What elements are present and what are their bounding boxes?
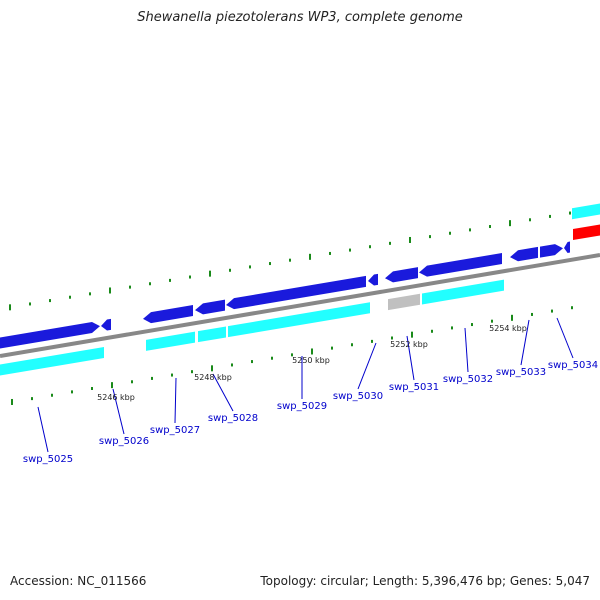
leader-line [112,388,125,435]
leader-line [406,335,415,381]
gene-label-swp_5029[interactable]: swp_5029 [277,401,327,412]
cds-block [573,224,600,241]
gene-label-swp_5033[interactable]: swp_5033 [496,367,546,378]
leader-line [520,319,530,366]
gene-arrow [385,267,418,283]
gene-arrow [419,252,502,277]
map-title: Shewanella piezotolerans WP3, complete g… [137,10,463,25]
cds-block [146,331,195,351]
leader-line [556,317,574,359]
gene-arrow [0,322,100,349]
cds-block [228,302,370,338]
gene-label-swp_5025[interactable]: swp_5025 [23,454,73,465]
genome-summary-text: Topology: circular; Length: 5,396,476 bp… [260,574,590,588]
cds-block [0,346,104,376]
kbp-label: 5254 kbp [489,324,527,333]
cds-block [198,326,226,343]
leader-line [174,377,177,424]
gene-label-swp_5026[interactable]: swp_5026 [99,436,149,447]
gene-arrow [368,273,378,286]
gene-label-swp_5031[interactable]: swp_5031 [389,382,439,393]
gene-label-swp_5028[interactable]: swp_5028 [208,413,258,424]
gene-arrow [143,305,193,324]
gene-label-swp_5027[interactable]: swp_5027 [150,425,200,436]
kbp-label: 5246 kbp [97,393,135,402]
kbp-label: 5250 kbp [292,356,330,365]
gene-features [0,203,600,376]
gene-arrow [226,275,366,310]
gene-arrow [564,241,570,253]
tick-marks [9,208,591,405]
labels: 5246 kbp 5248 kbp 5250 kbp 5252 kbp 5254 kbp… [23,324,598,465]
kbp-label: 5248 kbp [194,373,232,382]
kbp-label: 5252 kbp [390,340,428,349]
genome-backbone [0,253,600,358]
leader-line [464,327,469,373]
gene-label-swp_5030[interactable]: swp_5030 [333,391,383,402]
accession-text: Accession: NC_011566 [10,574,147,588]
leader-line [357,342,377,390]
cds-block [422,279,504,305]
gene-arrow [101,318,111,331]
gene-arrow [510,246,538,262]
cds-block [388,293,420,311]
gene-arrow [195,299,225,315]
gene-label-swp_5032[interactable]: swp_5032 [443,374,493,385]
gene-label-swp_5034[interactable]: swp_5034 [548,360,598,371]
cds-block [572,203,600,220]
label-leaders [37,317,574,453]
leader-line [37,406,49,453]
leader-line [212,373,234,412]
gene-arrow [540,244,563,258]
